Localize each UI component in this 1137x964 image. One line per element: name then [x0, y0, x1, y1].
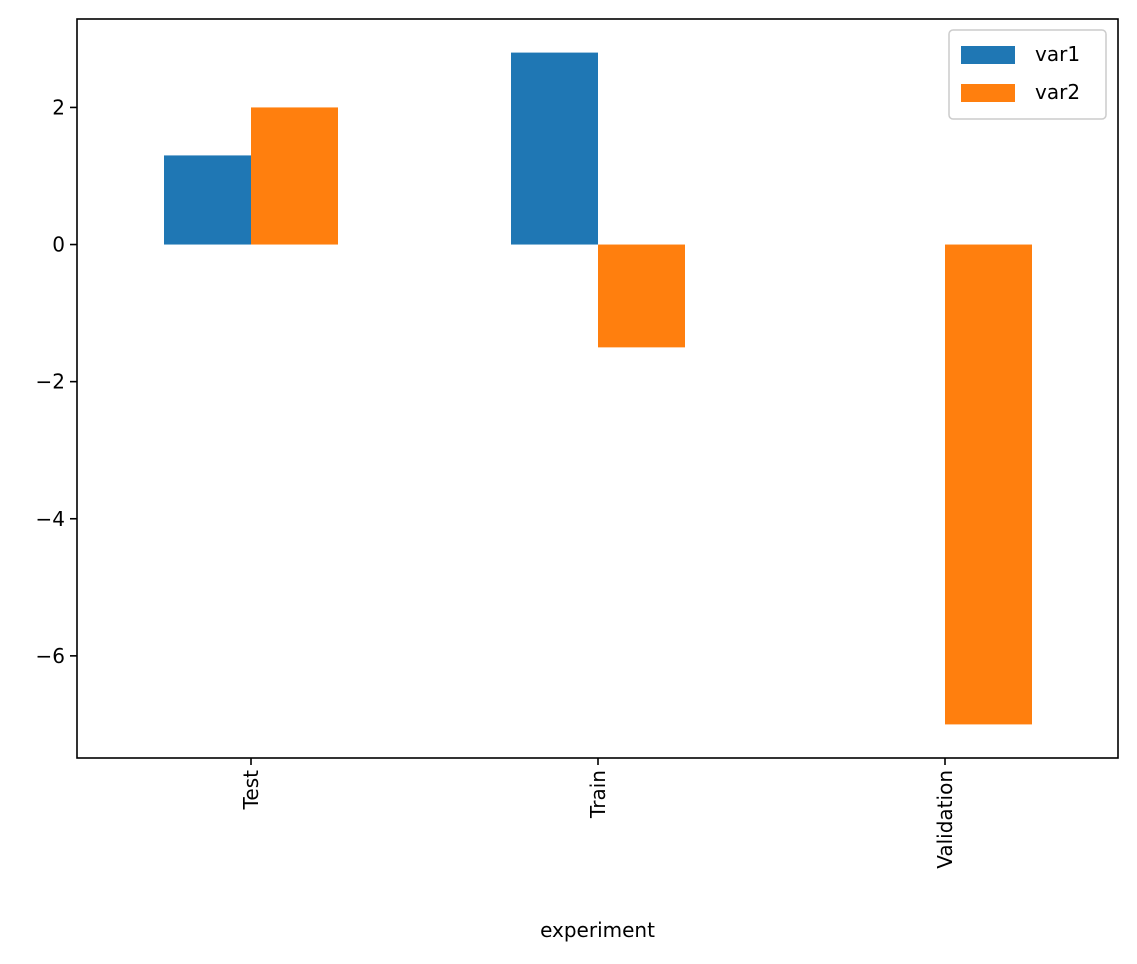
bar-var2-train: [598, 244, 685, 348]
x-axis: Test Train Validation: [239, 758, 957, 869]
bar-var2-validation: [945, 244, 1032, 725]
y-tick-label: −2: [36, 370, 65, 394]
legend-box: [948, 29, 1107, 120]
x-tick-label-validation: Validation: [933, 770, 957, 869]
x-tick-label-train: Train: [586, 770, 610, 819]
y-tick-label: 0: [52, 233, 65, 257]
bar-var1-train: [511, 52, 598, 245]
y-tick-label: 2: [52, 95, 65, 119]
y-tick-label: −6: [36, 644, 65, 668]
x-tick-label-test: Test: [239, 770, 263, 811]
legend-swatch-var1: [961, 46, 1015, 64]
legend-swatch-var2: [961, 84, 1015, 102]
y-axis: −6 −4 −2 0 2: [36, 95, 77, 668]
bar-var1-test: [164, 155, 251, 245]
bars-group: [164, 52, 1032, 725]
legend-label-var2: var2: [1035, 80, 1080, 104]
legend-label-var1: var1: [1035, 42, 1080, 66]
y-tick-label: −4: [36, 507, 65, 531]
x-axis-title: experiment: [540, 918, 655, 942]
legend: var1 var2: [948, 29, 1107, 120]
bar-var2-test: [251, 107, 338, 245]
